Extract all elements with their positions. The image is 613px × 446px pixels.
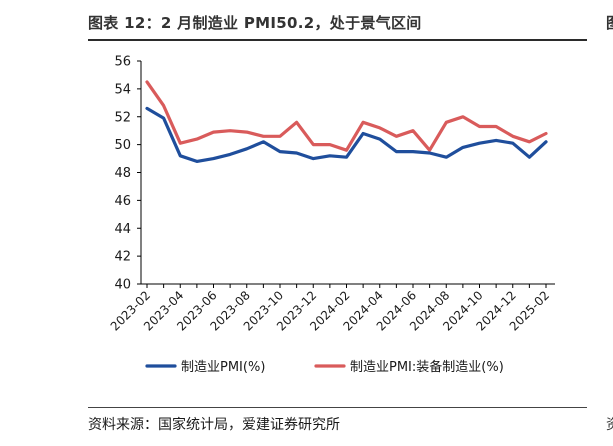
y-tick-label: 52 <box>114 110 131 125</box>
legend-label-2: 制造业PMI:装备制造业(%) <box>350 359 504 375</box>
adjacent-footer-glyph: 资 <box>606 414 613 434</box>
series-line-1 <box>145 106 548 163</box>
adjacent-title-glyph: 图 <box>606 12 613 33</box>
title-rule <box>88 39 587 41</box>
chart-series <box>145 80 548 163</box>
chart-axes: 4042444648505254562023-022023-042023-062… <box>108 55 555 334</box>
chart-title: 图表 12：2 月制造业 PMI50.2，处于景气区间 <box>88 14 422 32</box>
chart-legend: 制造业PMI(%) 制造业PMI:装备制造业(%) <box>145 359 504 375</box>
y-tick-label: 54 <box>114 82 131 97</box>
y-tick-label: 44 <box>114 222 131 237</box>
source-note: 资料来源：国家统计局，爱建证券研究所 <box>88 417 340 433</box>
y-tick-label: 46 <box>114 194 131 209</box>
y-tick-label: 40 <box>114 278 131 293</box>
y-tick-label: 56 <box>114 55 131 70</box>
y-tick-label: 50 <box>114 138 131 153</box>
y-tick-label: 48 <box>114 166 131 181</box>
footer-rule <box>88 407 587 408</box>
y-tick-label: 42 <box>114 250 131 265</box>
series-line-2 <box>145 80 548 152</box>
legend-label-1: 制造业PMI(%) <box>181 360 265 375</box>
